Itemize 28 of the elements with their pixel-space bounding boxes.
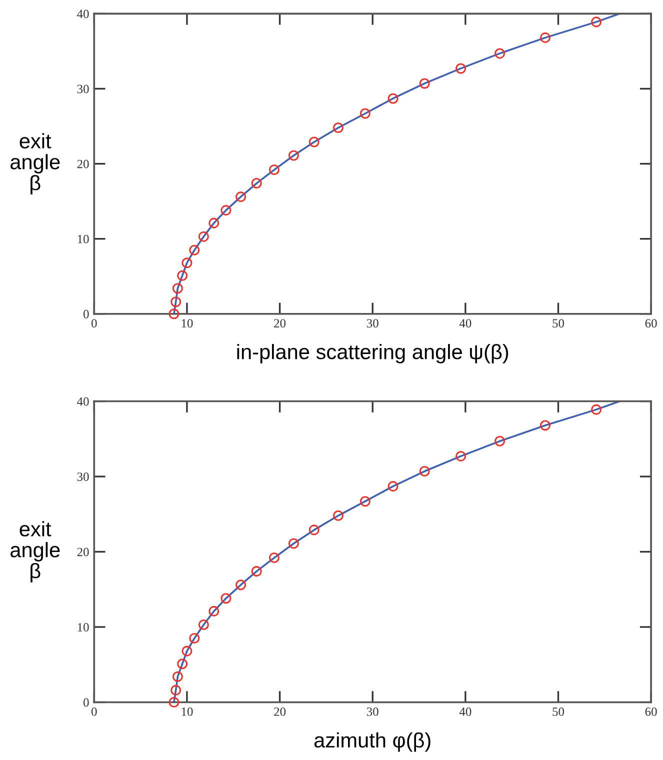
y-tick-label: 30 [77, 84, 89, 94]
y-tick-label: 20 [77, 160, 89, 168]
y-tick-label: 30 [77, 472, 89, 481]
x-tick-label: 60 [645, 319, 657, 328]
y-tick-label: 0 [84, 698, 89, 707]
x-tick-label: 0 [92, 319, 97, 328]
x-tick-label: 40 [459, 707, 472, 716]
y-tick-label: 0 [84, 310, 89, 318]
y-tick-label: 10 [78, 623, 89, 632]
y-tick-label: 20 [77, 548, 89, 556]
x-tick-label: 30 [366, 319, 378, 328]
x-tick-label: 50 [552, 319, 564, 328]
x-tick-label: 20 [274, 319, 286, 328]
x-tick-label: 0 [92, 707, 97, 716]
x-tick-label: 10 [182, 707, 193, 716]
x-tick-label: 40 [459, 319, 472, 328]
y-tick-label: 10 [78, 234, 89, 244]
y-tick-label: 40 [77, 397, 89, 406]
y-axis-title: exit angle β [10, 521, 60, 582]
x-axis-title: in-plane scattering angle ψ(β) [237, 344, 508, 364]
x-tick-label: 60 [645, 707, 657, 716]
x-tick-label: 50 [552, 707, 564, 716]
y-tick-label: 40 [77, 10, 89, 18]
x-tick-label: 20 [274, 707, 286, 716]
x-tick-label: 30 [366, 707, 378, 716]
x-axis-title: azimuth φ(β) [314, 732, 430, 752]
y-axis-title: exit angle β [10, 133, 60, 194]
x-tick-label: 10 [182, 319, 193, 328]
